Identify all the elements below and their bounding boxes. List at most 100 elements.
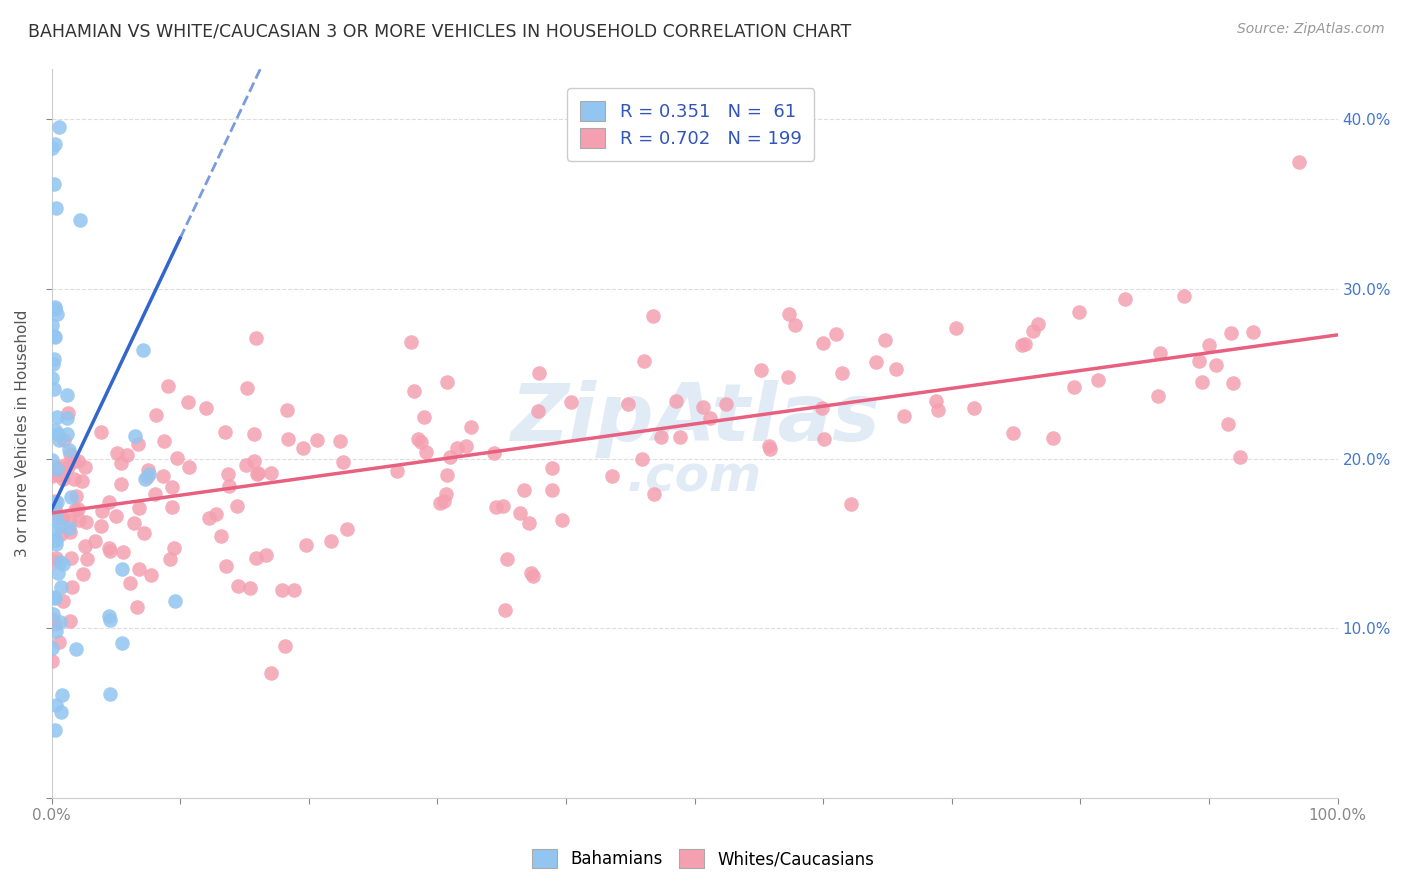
Point bbox=[641, 309, 664, 323]
Point bbox=[1222, 376, 1244, 390]
Point bbox=[247, 466, 270, 480]
Point bbox=[51, 510, 73, 524]
Point bbox=[67, 454, 90, 468]
Point bbox=[669, 430, 692, 444]
Point bbox=[44, 423, 66, 437]
Point bbox=[492, 499, 515, 513]
Point bbox=[90, 519, 112, 533]
Point bbox=[128, 562, 150, 576]
Point bbox=[49, 705, 72, 719]
Point bbox=[749, 363, 772, 377]
Point bbox=[517, 516, 540, 530]
Point bbox=[134, 525, 156, 540]
Point bbox=[49, 527, 72, 541]
Point bbox=[65, 503, 87, 517]
Point bbox=[292, 441, 315, 455]
Point bbox=[65, 642, 87, 657]
Point bbox=[406, 433, 429, 447]
Point bbox=[778, 370, 800, 384]
Point bbox=[214, 559, 236, 574]
Point bbox=[98, 614, 121, 628]
Point bbox=[1011, 337, 1033, 351]
Point bbox=[98, 495, 121, 509]
Point bbox=[41, 141, 63, 155]
Point bbox=[274, 639, 297, 653]
Point bbox=[1241, 325, 1264, 339]
Point bbox=[41, 452, 63, 467]
Point bbox=[104, 509, 127, 524]
Point bbox=[205, 508, 228, 522]
Point bbox=[1173, 289, 1195, 303]
Point bbox=[59, 490, 82, 504]
Point bbox=[138, 467, 160, 481]
Point bbox=[52, 594, 75, 608]
Point bbox=[42, 553, 65, 567]
Point bbox=[1022, 324, 1045, 338]
Point bbox=[439, 450, 461, 464]
Point bbox=[166, 450, 188, 465]
Point bbox=[429, 496, 451, 510]
Point bbox=[49, 615, 72, 630]
Point bbox=[59, 514, 82, 528]
Point bbox=[46, 467, 69, 482]
Point bbox=[214, 425, 236, 440]
Point bbox=[124, 429, 146, 443]
Point bbox=[141, 568, 163, 582]
Point bbox=[260, 665, 283, 680]
Point bbox=[111, 562, 134, 576]
Point bbox=[128, 500, 150, 515]
Point bbox=[52, 434, 75, 448]
Point bbox=[72, 566, 94, 581]
Point bbox=[433, 494, 456, 508]
Point bbox=[45, 533, 67, 548]
Point bbox=[758, 439, 780, 453]
Point bbox=[277, 432, 299, 446]
Point bbox=[1063, 380, 1085, 394]
Point bbox=[927, 403, 949, 417]
Point bbox=[509, 506, 531, 520]
Point bbox=[1188, 354, 1211, 368]
Point bbox=[48, 433, 70, 447]
Point bbox=[402, 384, 425, 398]
Point bbox=[44, 533, 66, 548]
Point bbox=[1147, 389, 1170, 403]
Point bbox=[63, 471, 86, 485]
Point bbox=[53, 458, 76, 473]
Point bbox=[90, 425, 112, 439]
Point bbox=[45, 410, 67, 425]
Point bbox=[494, 602, 516, 616]
Point bbox=[75, 515, 97, 529]
Point bbox=[319, 534, 342, 549]
Point bbox=[157, 379, 180, 393]
Point bbox=[44, 136, 66, 151]
Point bbox=[254, 548, 277, 562]
Point bbox=[45, 459, 67, 474]
Text: BAHAMIAN VS WHITE/CAUCASIAN 3 OR MORE VEHICLES IN HOUSEHOLD CORRELATION CHART: BAHAMIAN VS WHITE/CAUCASIAN 3 OR MORE VE… bbox=[28, 22, 852, 40]
Point bbox=[41, 468, 63, 483]
Point bbox=[44, 329, 66, 343]
Point bbox=[41, 612, 63, 626]
Point bbox=[226, 579, 249, 593]
Point bbox=[329, 434, 352, 448]
Point bbox=[415, 444, 437, 458]
Point bbox=[41, 641, 63, 656]
Point bbox=[243, 426, 266, 441]
Point bbox=[67, 502, 90, 516]
Point bbox=[42, 607, 65, 621]
Point bbox=[714, 397, 737, 411]
Point bbox=[785, 318, 807, 333]
Point bbox=[1198, 338, 1220, 352]
Point bbox=[52, 557, 75, 571]
Point bbox=[41, 318, 63, 332]
Point bbox=[631, 451, 654, 466]
Point bbox=[41, 371, 63, 385]
Point bbox=[44, 505, 66, 519]
Point bbox=[522, 569, 544, 583]
Point bbox=[246, 467, 269, 481]
Point bbox=[413, 410, 436, 425]
Point bbox=[276, 402, 298, 417]
Point bbox=[218, 478, 240, 492]
Point bbox=[98, 687, 121, 701]
Point bbox=[135, 470, 157, 484]
Point bbox=[98, 541, 121, 556]
